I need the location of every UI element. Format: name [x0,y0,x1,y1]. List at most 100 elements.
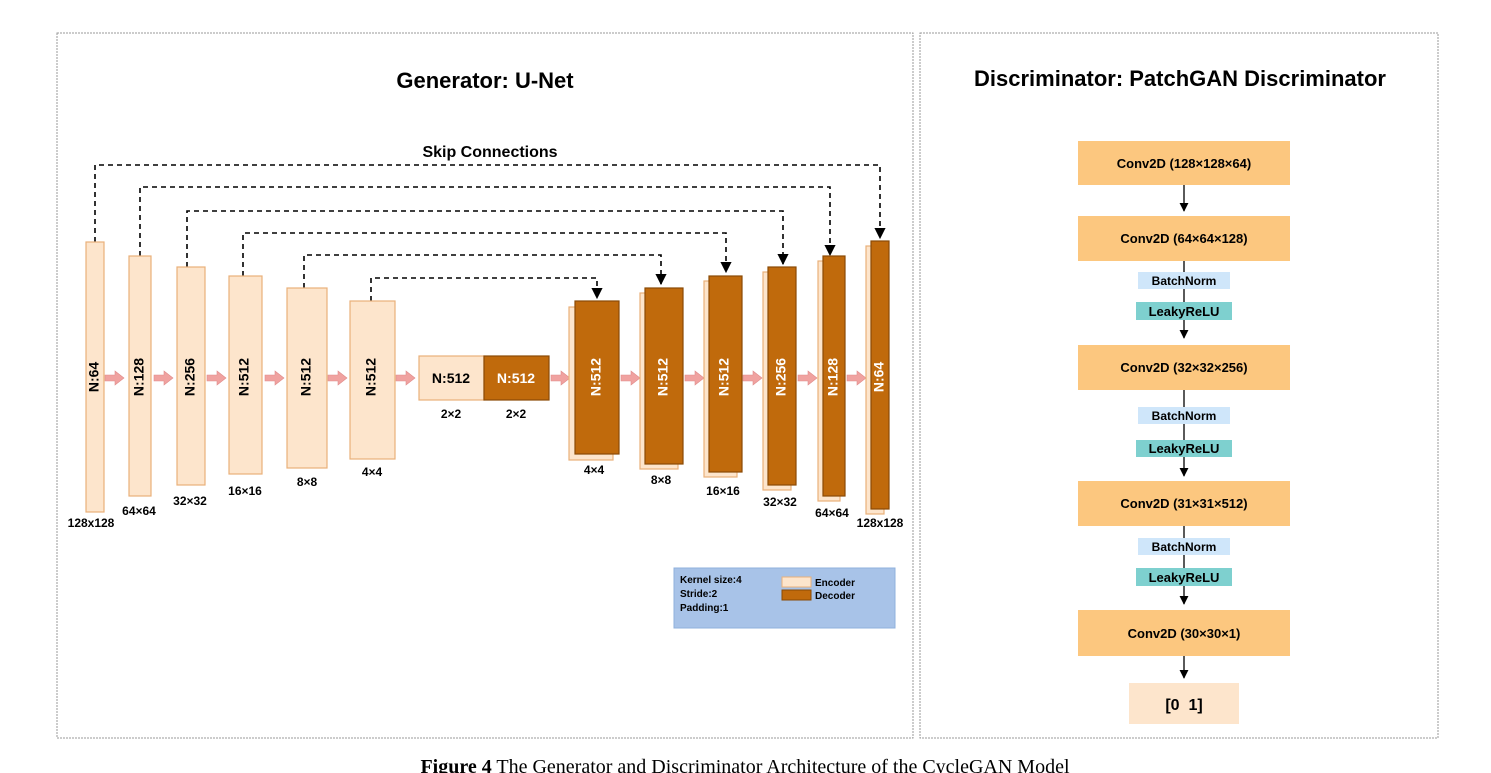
generator-panel [56,32,914,739]
legend-encoder-swatch [781,576,812,588]
generator-title: Generator: U-Net [396,68,574,93]
flow-arrow [550,370,571,386]
leakyrelu-1 [1136,302,1232,320]
decoder-size-3: 16×16 [706,484,740,498]
decoder-label-5: N:128 [825,358,841,396]
decoder-label-4: N:256 [773,358,789,396]
bottleneck-decoder-block [483,355,550,401]
skip-connection-2 [139,186,836,257]
encoder-block-3 [176,266,206,486]
decoder-block-6 [870,240,890,510]
conv-layer-5-label: Conv2D (30×30×1) [1128,626,1241,641]
encoder-block-6 [349,300,396,460]
skip-connection-6 [370,277,603,301]
bottleneck-label-2: N:512 [497,370,535,386]
skip-connection-3 [186,210,789,267]
bottleneck-label-1: N:512 [432,370,470,386]
leakyrelu-2 [1136,440,1232,457]
encoder-block-4 [228,275,263,475]
conv-layer-2-label: Conv2D (64×64×128) [1120,231,1247,246]
output-box [1129,683,1239,724]
conv-layer-5 [1078,610,1290,656]
decoder-blocks [568,240,890,515]
discriminator-stack: Conv2D (128×128×64) Conv2D (64×64×128) B… [1078,141,1290,724]
decoder-block-1 [574,300,620,455]
leakyrelu-3 [1136,568,1232,586]
encoder-size-3: 32×32 [173,494,207,508]
flow-arrow [620,370,641,386]
flow-arrow [797,370,818,386]
discriminator-panel [919,32,1439,739]
legend-padding: Padding:1 [680,603,729,614]
encoder-size-6: 4×4 [362,465,383,479]
output-label: [0 1] [1165,697,1202,714]
batchnorm-2 [1138,407,1230,424]
decoder-size-5: 64×64 [815,506,849,520]
legend: Kernel size:4 Stride:2 Padding:1 Encoder… [673,567,896,629]
flow-arrows [104,370,867,386]
conv-layer-1 [1078,141,1290,185]
encoder-block-1 [85,241,105,513]
encoder-block-5 [286,287,328,469]
leakyrelu-1-label: LeakyReLU [1149,304,1220,319]
batchnorm-3-label: BatchNorm [1152,540,1217,554]
encoder-label-6: N:512 [363,358,379,396]
decoder-size-4: 32×32 [763,495,797,509]
batchnorm-2-label: BatchNorm [1152,409,1217,423]
conv-layer-4 [1078,481,1290,526]
flow-arrow [684,370,705,386]
flow-arrow [846,370,867,386]
figure-caption: Figure 4 The Generator and Discriminator… [420,756,1070,773]
decoder-size-6: 128x128 [857,516,904,530]
discriminator-title: Discriminator: PatchGAN Discriminator [974,66,1386,91]
flow-arrow [206,370,227,386]
decoder-label-3: N:512 [716,358,732,396]
flow-arrow [327,370,348,386]
flow-arrow [153,370,174,386]
conv-layer-1-label: Conv2D (128×128×64) [1117,156,1251,171]
decoder-size-2: 8×8 [651,473,672,487]
skip-connection-4 [242,232,732,276]
flow-arrow [395,370,416,386]
batchnorm-3 [1138,538,1230,555]
encoder-label-5: N:512 [298,358,314,396]
caption-text: The Generator and Discriminator Architec… [492,756,1070,773]
encoder-size-2: 64×64 [122,504,156,518]
flow-arrow [104,370,125,386]
encoder-label-1: N:64 [86,362,102,393]
skip-connections-label: Skip Connections [422,144,557,161]
legend-encoder-label: Encoder [815,578,855,589]
decoder-block-3 [708,275,743,473]
legend-decoder-swatch [781,589,812,601]
legend-decoder-label: Decoder [815,591,855,602]
decoder-label-6: N:64 [871,362,887,393]
legend-kernel: Kernel size:4 [680,575,742,586]
leakyrelu-2-label: LeakyReLU [1149,441,1220,456]
skip-connections [94,164,886,301]
leakyrelu-3-label: LeakyReLU [1149,570,1220,585]
encoder-label-2: N:128 [131,358,147,396]
skip-connection-1 [94,164,886,242]
decoder-label-2: N:512 [655,358,671,396]
encoder-label-4: N:512 [236,358,252,396]
conv-layer-3-label: Conv2D (32×32×256) [1120,360,1247,375]
bottleneck-size-2: 2×2 [506,407,527,421]
decoder-block-4 [767,266,797,486]
caption-label: Figure 4 [420,756,491,773]
conv-layer-4-label: Conv2D (31×31×512) [1120,496,1247,511]
conv-layer-3 [1078,345,1290,390]
encoder-block-2 [128,255,152,497]
legend-stride: Stride:2 [680,589,718,600]
bottleneck-encoder-block [418,355,485,401]
decoder-size-1: 4×4 [584,463,605,477]
decoder-block-5 [822,255,846,497]
bottleneck-size-1: 2×2 [441,407,462,421]
encoder-blocks [85,241,396,513]
decoder-block-2 [644,287,684,465]
encoder-size-5: 8×8 [297,475,318,489]
skip-connection-5 [303,254,667,288]
batchnorm-1 [1138,272,1230,289]
flow-arrow [742,370,763,386]
encoder-size-1: 128x128 [68,516,115,530]
